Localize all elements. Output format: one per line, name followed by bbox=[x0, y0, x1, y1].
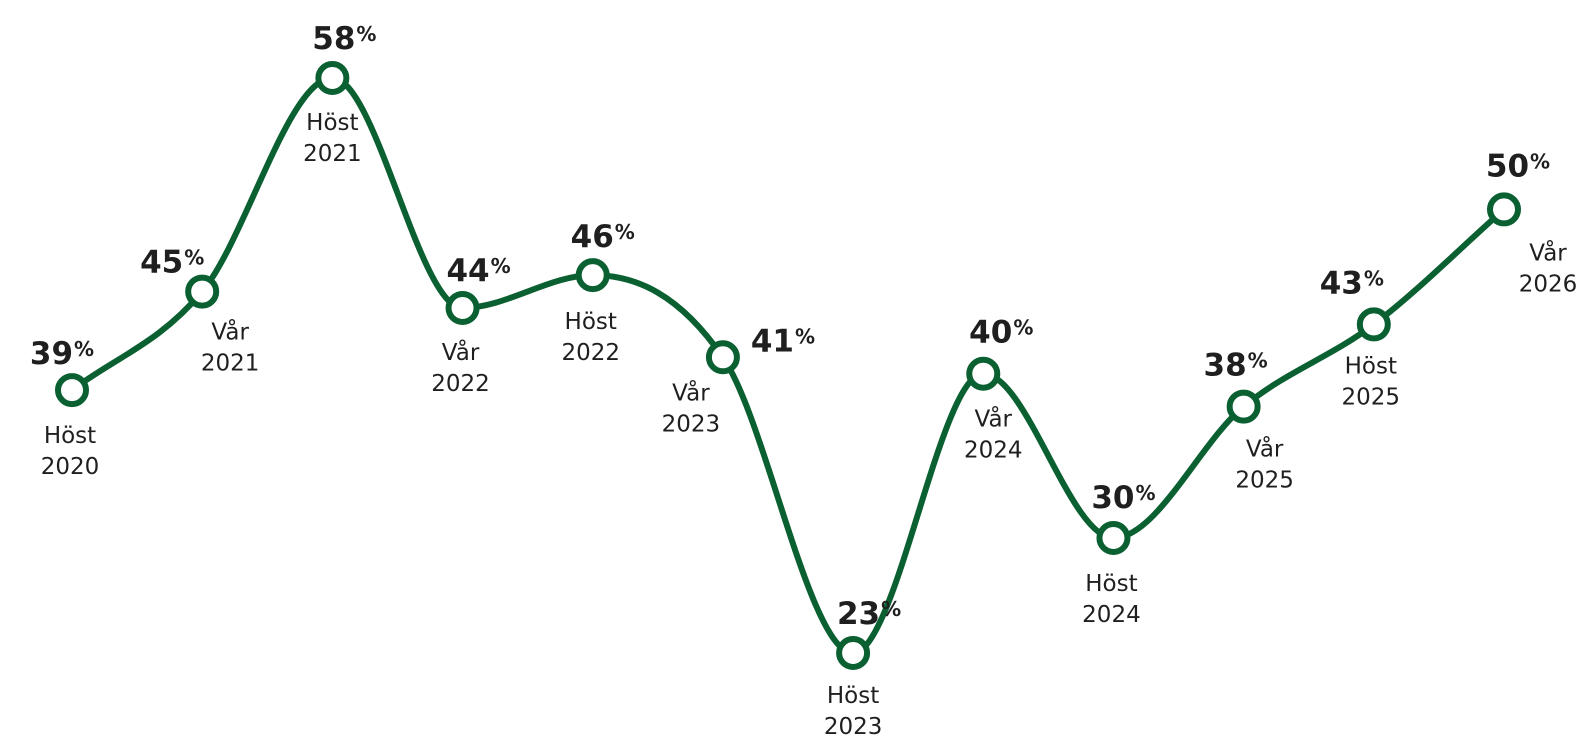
data-point bbox=[575, 258, 610, 293]
category-label: Höst 2025 bbox=[1342, 353, 1401, 410]
category-label: Höst 2022 bbox=[561, 309, 620, 366]
data-point bbox=[1226, 389, 1261, 424]
data-value-label: 30% bbox=[1091, 480, 1155, 516]
data-value-label: 40% bbox=[969, 315, 1033, 351]
category-label: Vår 2023 bbox=[662, 378, 721, 437]
category-label: Höst 2021 bbox=[303, 110, 362, 167]
data-point bbox=[315, 61, 350, 95]
data-point bbox=[966, 356, 1001, 391]
data-value-label: 23% bbox=[837, 596, 901, 632]
data-point bbox=[445, 291, 480, 325]
category-label: Höst 2024 bbox=[1082, 571, 1141, 628]
data-value-label: 58% bbox=[312, 21, 376, 57]
data-point bbox=[705, 340, 740, 375]
data-point bbox=[1096, 521, 1131, 555]
category-label: Vår 2026 bbox=[1519, 238, 1578, 297]
data-point bbox=[836, 636, 871, 670]
category-label: Vår 2025 bbox=[1235, 435, 1294, 494]
data-value-label: 38% bbox=[1204, 348, 1268, 384]
chart-marks: 39% Höst 2020 45% Vår 2021 58% Höst 2021 44% Vår 20… bbox=[30, 21, 1577, 740]
series-line bbox=[69, 75, 1507, 656]
category-label: Vår 2024 bbox=[964, 405, 1023, 464]
category-label: Höst 2020 bbox=[41, 423, 100, 480]
data-value-label: 50% bbox=[1486, 148, 1550, 184]
data-value-label: 46% bbox=[571, 219, 635, 255]
data-value-label: 43% bbox=[1320, 265, 1384, 301]
category-label: Vår 2021 bbox=[201, 318, 260, 377]
data-point bbox=[1356, 307, 1391, 342]
data-value-label: 44% bbox=[446, 253, 510, 289]
category-label: Höst 2023 bbox=[824, 683, 883, 740]
data-point bbox=[55, 373, 89, 408]
data-point bbox=[1487, 192, 1521, 227]
data-value-label: 45% bbox=[140, 245, 204, 281]
data-point bbox=[185, 274, 220, 309]
data-value-label: 41% bbox=[751, 323, 815, 359]
data-value-label: 39% bbox=[30, 336, 94, 372]
category-label: Vår 2022 bbox=[431, 338, 490, 397]
